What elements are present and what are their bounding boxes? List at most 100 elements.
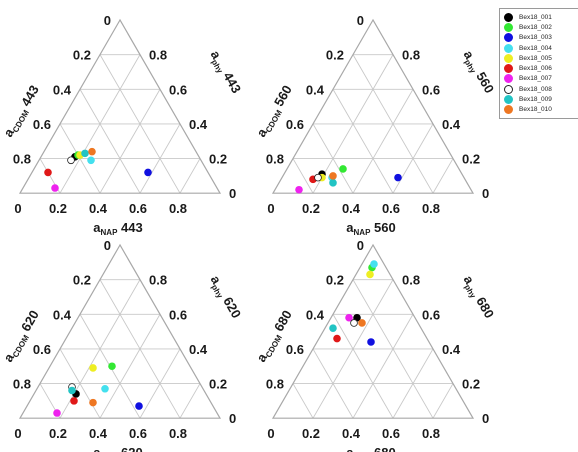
point-Bex18_006 (70, 397, 78, 405)
ternary-frame (18, 18, 222, 194)
left-tick-label: 0.6 (33, 342, 51, 357)
left-tick-label: 0 (104, 13, 111, 28)
legend-swatch (504, 105, 513, 115)
legend-swatch (504, 22, 513, 32)
point-Bex18_006 (44, 168, 52, 177)
bottom-tick-label: 0.4 (89, 201, 108, 216)
point-Bex18_010 (89, 398, 97, 407)
legend-item: Bex18_003 (504, 33, 576, 43)
left-tick-label: 0.2 (73, 273, 91, 288)
point-Bex18_010 (329, 172, 337, 180)
legend-item: Bex18_009 (504, 94, 576, 105)
left-tick-label: 0.4 (53, 307, 72, 322)
left-tick-label: 0.8 (13, 377, 31, 392)
legend-label: Bex18_009 (519, 96, 552, 104)
left-tick-label: 0.8 (266, 377, 284, 392)
ternary-frame (271, 18, 475, 194)
right-tick-label: 0 (229, 186, 236, 201)
point-Bex18_008 (67, 156, 75, 165)
point-Bex18_008 (314, 173, 322, 182)
left-tick-label: 0.4 (306, 82, 325, 97)
axis-title-right: aphy 560 (459, 48, 497, 97)
point-Bex18_009 (329, 324, 337, 332)
legend-item: Bex18_004 (504, 43, 576, 53)
left-tick-label: 0 (104, 238, 111, 253)
right-tick-label: 0.2 (462, 377, 480, 392)
point-Bex18_010 (358, 319, 366, 327)
legend-label: Bex18_005 (519, 54, 552, 62)
point-Bex18_007 (345, 313, 353, 322)
legend-label: Bex18_008 (519, 85, 552, 93)
left-tick-label: 0.6 (33, 117, 51, 132)
right-tick-label: 0 (482, 186, 489, 201)
right-tick-label: 0.8 (149, 48, 167, 63)
axis-title-right: aphy 680 (459, 273, 497, 322)
left-tick-label: 0 (357, 238, 364, 253)
point-Bex18_007 (51, 184, 59, 192)
bottom-tick-label: 0 (14, 426, 21, 441)
right-tick-label: 0.6 (422, 82, 440, 97)
axis-title-bottom: aNAP 620 (93, 445, 142, 452)
legend-item: Bex18_001 (504, 12, 576, 22)
left-tick-label: 0.6 (286, 342, 304, 357)
right-tick-label: 0.4 (442, 342, 461, 357)
legend-label: Bex18_003 (519, 34, 552, 42)
legend-swatch (504, 43, 513, 53)
right-tick-label: 0.8 (402, 273, 420, 288)
bottom-tick-label: 0.6 (129, 426, 147, 441)
ternary-frame (271, 243, 475, 419)
point-Bex18_007 (295, 185, 303, 194)
point-Bex18_004 (87, 156, 95, 165)
bottom-tick-label: 0.2 (49, 426, 67, 441)
legend-item: Bex18_008 (504, 84, 576, 94)
left-tick-label: 0.8 (266, 152, 284, 167)
legend-label: Bex18_001 (519, 13, 552, 21)
point-Bex18_002 (339, 165, 347, 173)
right-tick-label: 0.4 (442, 117, 461, 132)
legend-label: Bex18_010 (519, 106, 552, 114)
axis-title-bottom: aNAP 443 (93, 220, 142, 237)
bottom-tick-label: 0.4 (342, 201, 361, 216)
ternary-panel-620: 0 0.2 0.4 0.6 0.8 0.8 0.6 0.4 0.2 0 0 0.2 0.4 0.6 0.8 a… (0, 238, 244, 452)
legend-swatch (504, 12, 513, 22)
left-tick-label: 0 (357, 13, 364, 28)
point-Bex18_005 (89, 364, 97, 372)
legend-item: Bex18_005 (504, 53, 576, 63)
point-Bex18_008 (350, 319, 358, 327)
legend-item: Bex18_006 (504, 63, 576, 74)
bottom-tick-label: 0 (267, 426, 274, 441)
legend-swatch (504, 84, 513, 94)
point-Bex18_002 (108, 362, 116, 371)
axis-title-right: aphy 620 (206, 273, 244, 322)
bottom-tick-label: 0.2 (49, 201, 67, 216)
legend-label: Bex18_006 (519, 65, 552, 73)
point-Bex18_006 (333, 334, 341, 343)
point-Bex18_009 (81, 149, 89, 158)
legend-swatch (504, 53, 513, 63)
legend-swatch (504, 64, 513, 74)
right-tick-label: 0.6 (169, 82, 187, 97)
right-tick-label: 0.2 (462, 152, 480, 167)
bottom-tick-label: 0.8 (422, 201, 440, 216)
point-Bex18_010 (88, 147, 96, 156)
legend-swatch (504, 33, 513, 43)
left-tick-label: 0.6 (286, 117, 304, 132)
legend-item: Bex18_007 (504, 74, 576, 84)
point-Bex18_003 (394, 173, 402, 182)
legend-item: Bex18_010 (504, 105, 576, 115)
bottom-tick-label: 0.4 (89, 426, 108, 441)
legend-label: Bex18_004 (519, 44, 552, 52)
ternary-panel-443: 0 0.2 0.4 0.6 0.8 0.8 0.6 0.4 0.2 0 0 0.2 0.4 0.6 0.8 a… (0, 13, 244, 237)
left-tick-label: 0.4 (306, 307, 325, 322)
left-tick-label: 0.2 (326, 48, 344, 63)
right-tick-label: 0.4 (189, 342, 208, 357)
bottom-tick-label: 0.2 (302, 426, 320, 441)
axis-title-bottom: aNAP 560 (346, 220, 395, 237)
point-Bex18_007 (53, 409, 61, 417)
right-tick-label: 0.6 (169, 307, 187, 322)
point-Bex18_009 (68, 386, 76, 395)
point-Bex18_005 (366, 270, 374, 279)
right-tick-label: 0.6 (422, 307, 440, 322)
point-Bex18_009 (329, 179, 337, 187)
